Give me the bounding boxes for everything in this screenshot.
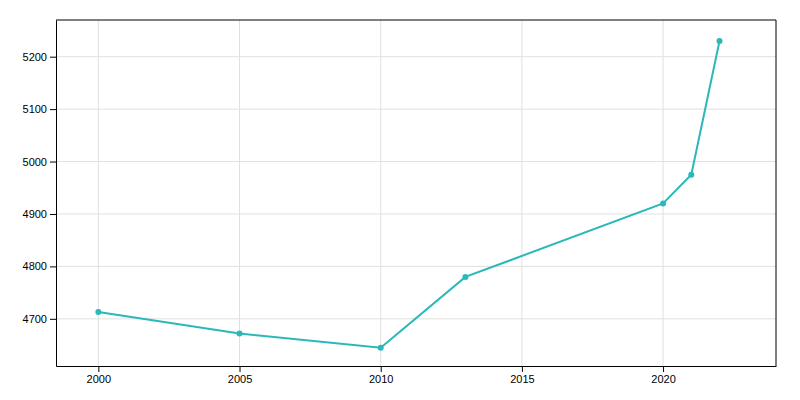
- y-axis-tick: 5000: [23, 156, 56, 168]
- x-axis-tick-label: 2020: [651, 373, 675, 385]
- point: [237, 330, 243, 336]
- y-axis-tick: 5200: [23, 51, 56, 63]
- x-axis-tick-mark: [663, 366, 664, 372]
- grid-line-x: [380, 20, 381, 366]
- y-axis-tick-mark: [50, 57, 56, 58]
- y-axis-tick: 4800: [23, 260, 56, 272]
- chart-container: 2000 2005 2010 2015 2020 4700 4800 4900 5000 5100…: [0, 0, 800, 400]
- x-axis-tick-label: 2005: [228, 373, 252, 385]
- x-axis: 2000 2005 2010 2015 2020: [57, 366, 777, 385]
- x-axis-tick: 2005: [228, 366, 252, 385]
- grid: [56, 20, 776, 366]
- x-axis-tick: 2020: [651, 366, 675, 385]
- y-axis-tick-label: 5100: [23, 103, 47, 115]
- frame-right: [776, 20, 777, 366]
- x-axis-tick: 2000: [87, 366, 111, 385]
- grid-line-y: [56, 109, 776, 110]
- line: [98, 41, 719, 348]
- x-axis-tick-mark: [381, 366, 382, 372]
- y-axis-tick-label: 4700: [23, 313, 47, 325]
- x-axis-tick-label: 2000: [87, 373, 111, 385]
- y-axis-tick-mark: [50, 109, 56, 110]
- grid-line-y: [56, 213, 776, 214]
- grid-line-x: [239, 20, 240, 366]
- x-axis-tick: 2010: [369, 366, 393, 385]
- chart-svg: 2000 2005 2010 2015 2020 4700 4800 4900 5000 5100…: [0, 0, 800, 400]
- x-axis-line: [57, 366, 777, 367]
- y-axis-tick: 4900: [23, 208, 56, 220]
- grid-line-y: [56, 56, 776, 57]
- y-axis-tick-label: 4900: [23, 208, 47, 220]
- grid-line-y: [56, 266, 776, 267]
- y-axis: 4700 4800 4900 5000 5100 5200: [23, 21, 57, 367]
- frame-top: [56, 20, 776, 21]
- y-axis-tick: 4700: [23, 313, 56, 325]
- point: [660, 200, 666, 206]
- marks: [95, 38, 722, 351]
- grid-line-x: [521, 20, 522, 366]
- y-axis-tick-label: 4800: [23, 260, 47, 272]
- y-axis-tick-mark: [50, 266, 56, 267]
- point: [378, 345, 384, 351]
- y-axis-tick: 5100: [23, 103, 56, 115]
- x-axis-tick-label: 2015: [510, 373, 534, 385]
- point: [95, 309, 101, 315]
- grid-line-y: [56, 161, 776, 162]
- point: [717, 38, 723, 44]
- x-axis-tick-mark: [240, 366, 241, 372]
- x-axis-tick: 2015: [510, 366, 534, 385]
- point: [462, 274, 468, 280]
- grid-line-x: [663, 20, 664, 366]
- plot-root: 2000 2005 2010 2015 2020 4700 4800 4900 5000 5100…: [23, 20, 777, 385]
- y-axis-tick-label: 5200: [23, 51, 47, 63]
- y-axis-tick-mark: [50, 162, 56, 163]
- y-axis-line: [56, 21, 57, 367]
- y-axis-tick-label: 5000: [23, 156, 47, 168]
- x-axis-tick-mark: [98, 366, 99, 372]
- x-axis-tick-mark: [522, 366, 523, 372]
- x-axis-tick-label: 2010: [369, 373, 393, 385]
- point: [688, 172, 694, 178]
- y-axis-tick-mark: [50, 214, 56, 215]
- y-axis-tick-mark: [50, 319, 56, 320]
